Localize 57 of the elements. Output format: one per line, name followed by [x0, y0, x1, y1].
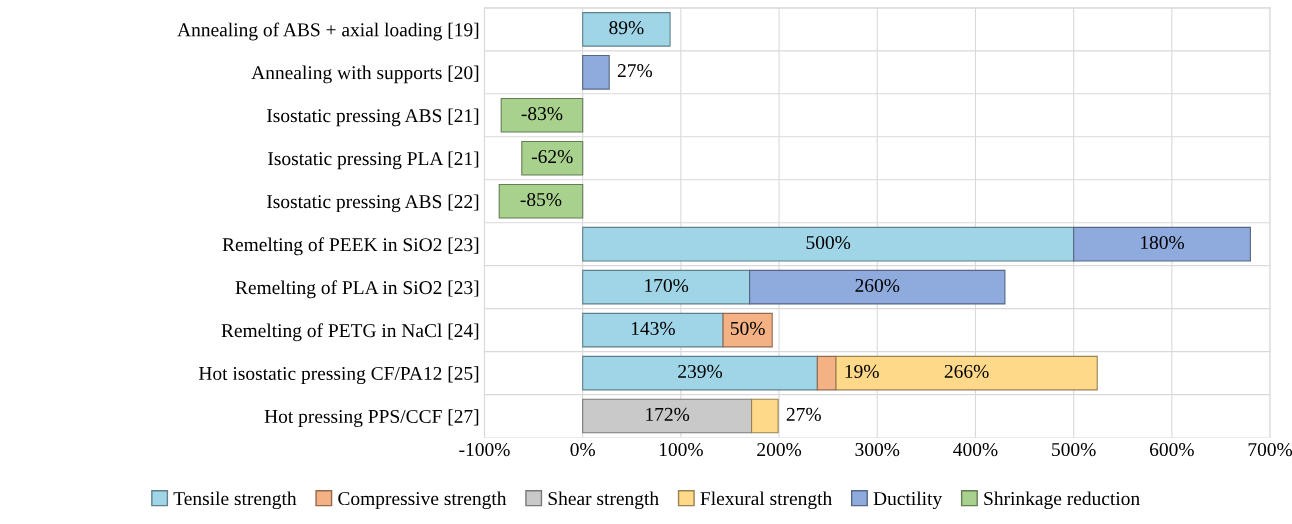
- y-tick-label: Isostatic pressing ABS [21]: [267, 108, 479, 127]
- x-tick-label: 400%: [953, 442, 998, 457]
- y-tick-label: Remelting of PLA in SiO2 [23]: [235, 280, 479, 299]
- data-label: -62%: [531, 149, 573, 164]
- x-tick-label: 300%: [855, 442, 900, 457]
- bar: [835, 355, 1098, 391]
- data-label: 89%: [609, 21, 644, 35]
- bar: [582, 355, 818, 391]
- y-tick-label: Isostatic pressing PLA [21]: [268, 151, 479, 170]
- data-label: 239%: [678, 364, 723, 379]
- x-tick-label: 200%: [757, 442, 802, 457]
- x-tick-label: -100%: [459, 442, 510, 457]
- bar: [521, 140, 584, 176]
- bar: [722, 312, 773, 348]
- legend-label: Shear strength: [548, 491, 659, 510]
- bar: [749, 269, 1006, 305]
- x-tick-label: 700%: [1248, 442, 1292, 457]
- x-tick-label: 500%: [1052, 442, 1096, 457]
- y-tick-label: Annealing with supports [20]: [251, 65, 479, 84]
- data-label: 143%: [631, 321, 675, 336]
- legend-label: Ductility: [873, 491, 943, 510]
- bar: [582, 269, 751, 305]
- data-label: 500%: [806, 235, 851, 250]
- x-tick-label: 0%: [570, 442, 595, 457]
- x-tick-label: 600%: [1150, 442, 1194, 457]
- y-tick-label: Remelting of PEEK in SiO2 [23]: [222, 237, 479, 256]
- y-tick-label: Hot pressing PPS/CCF [27]: [264, 409, 479, 427]
- bar: [751, 398, 779, 434]
- legend-label: Compressive strength: [338, 491, 507, 510]
- data-label: 170%: [645, 278, 689, 293]
- data-label: 260%: [855, 278, 900, 293]
- bar: [1073, 226, 1251, 262]
- bar: [582, 54, 610, 90]
- y-tick-label: Hot isostatic pressing CF/PA12 [25]: [198, 366, 479, 385]
- data-label: 19%: [845, 364, 879, 379]
- bar: [816, 355, 837, 391]
- x-tick-label: 100%: [659, 442, 703, 457]
- legend-label: Tensile strength: [173, 491, 297, 510]
- bar: [582, 226, 1075, 262]
- data-label: 180%: [1141, 235, 1185, 250]
- legend-label: Shrinkage reduction: [984, 491, 1140, 510]
- data-label: 50%: [730, 321, 765, 336]
- bar: [582, 398, 753, 434]
- data-label: 27%: [786, 407, 821, 421]
- bar: [582, 12, 671, 47]
- y-tick-label: Annealing of ABS + axial loading [19]: [177, 22, 479, 41]
- y-tick-label: Remelting of PETG in NaCl [24]: [221, 323, 479, 342]
- y-tick-label: Isostatic pressing ABS [22]: [267, 194, 479, 213]
- bar: [500, 97, 584, 133]
- data-label: -83%: [521, 107, 563, 121]
- data-label: 27%: [617, 64, 653, 78]
- data-label: 172%: [646, 407, 690, 421]
- data-label: -85%: [520, 192, 562, 207]
- data-label: 266%: [944, 364, 989, 379]
- bar: [582, 312, 724, 348]
- legend-label: Flexural strength: [700, 491, 832, 510]
- bar: [498, 183, 584, 219]
